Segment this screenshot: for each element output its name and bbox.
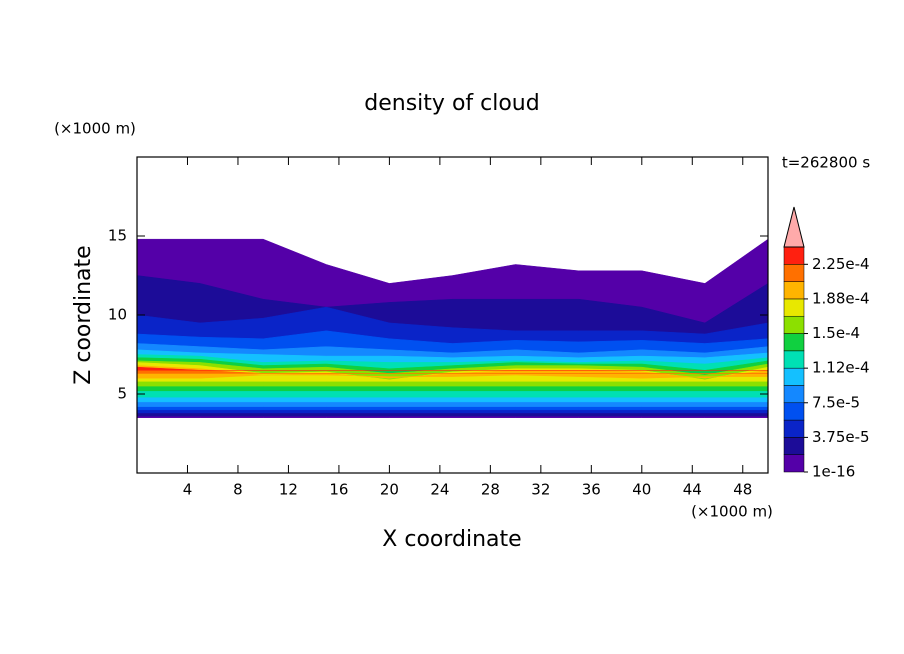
y-tick-label: 10	[108, 306, 127, 324]
y-tick-label: 15	[108, 227, 127, 245]
time-label: t=262800 s	[782, 154, 870, 172]
x-axis-label: X coordinate	[382, 527, 521, 552]
colorbar-tick-label: 2.25e-4	[812, 255, 870, 273]
x-tick-label: 40	[632, 481, 651, 499]
colorbar-segment	[783, 350, 805, 369]
colorbar-extend	[783, 206, 805, 248]
x-tick-label: 44	[683, 481, 702, 499]
x-tick-label: 12	[279, 481, 298, 499]
colorbar-tick-label: 1.88e-4	[812, 289, 870, 307]
colorbar-segment	[783, 385, 805, 404]
colorbar-segment	[783, 454, 805, 473]
colorbar-tick-label: 3.75e-5	[812, 428, 870, 446]
colorbar-segment	[783, 419, 805, 438]
x-tick-label: 4	[183, 481, 193, 499]
x-tick-label: 28	[481, 481, 500, 499]
x-tick-label: 32	[531, 481, 550, 499]
contour-field	[137, 238, 768, 418]
colorbar-tick-label: 7.5e-5	[812, 393, 860, 411]
colorbar-segment	[783, 315, 805, 334]
colorbar-segment	[783, 437, 805, 455]
colorbar-segment	[783, 333, 805, 352]
x-tick-label: 8	[233, 481, 243, 499]
colorbar-segment	[783, 402, 805, 421]
colorbar-segment	[783, 281, 805, 300]
colorbar-segment	[783, 264, 805, 282]
y-tick-label: 5	[117, 385, 127, 403]
contour-band	[137, 368, 768, 374]
x-tick-label: 20	[380, 481, 399, 499]
colorbar-segment	[783, 367, 805, 386]
contour-band	[137, 365, 768, 379]
x-tick-label: 16	[329, 481, 348, 499]
colorbar-segment	[783, 298, 805, 317]
x-tick-label: 36	[582, 481, 601, 499]
colorbar-tick-label: 1.5e-4	[812, 324, 860, 342]
colorbar-tick-label: 1.12e-4	[812, 359, 870, 377]
colorbar-segment	[783, 246, 805, 265]
y-axis-label: Z coordinate	[71, 245, 96, 384]
colorbar-tick-label: 1e-16	[812, 463, 855, 481]
x-unit: (×1000 m)	[691, 503, 773, 521]
x-tick-label: 24	[430, 481, 449, 499]
x-tick-label: 48	[733, 481, 752, 499]
contour-band	[137, 366, 768, 371]
chart-title: density of cloud	[364, 91, 539, 116]
y-unit: (×1000 m)	[54, 120, 136, 138]
